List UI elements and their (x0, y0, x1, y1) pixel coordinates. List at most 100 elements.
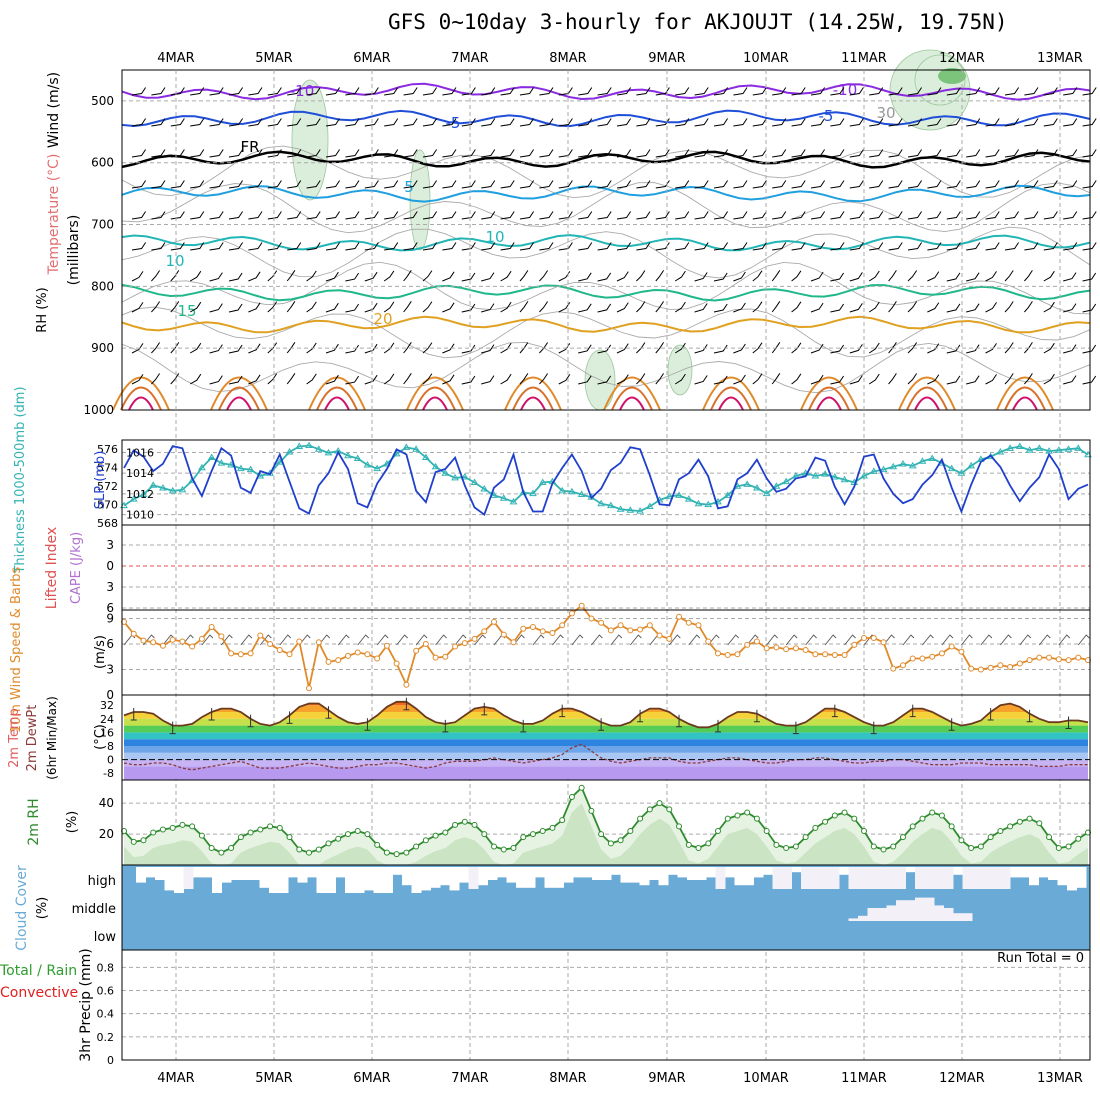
temp-series (123, 700, 1089, 729)
thickness-series-point (597, 499, 606, 507)
thickness-series-point (198, 463, 206, 471)
thickness-series-point (928, 454, 937, 461)
isotherm-line (1012, 396, 1038, 411)
wind-barb (578, 87, 593, 96)
temp-series-line (123, 700, 1089, 729)
cloud-bar (924, 867, 935, 889)
wind-speed-series-point (802, 646, 809, 653)
wind-speed-series-point (744, 641, 751, 648)
temp-tick-label: 8 (107, 740, 114, 753)
wind-barb (810, 242, 826, 251)
wind-barb (830, 87, 845, 96)
thickness-series-point (1064, 445, 1073, 452)
wind-barb (985, 211, 1000, 220)
date-label-top: 10MAR (743, 51, 789, 66)
wind-barb (927, 242, 942, 251)
cloud-bar (782, 867, 792, 889)
wind-barb (694, 180, 709, 189)
wind-barb (675, 211, 690, 220)
rh-series-point (198, 832, 205, 839)
upper-air-frame (121, 69, 1091, 411)
wind-barb (1019, 634, 1032, 646)
pressure-tick-label: 1000 (83, 403, 114, 417)
thickness-series-point (606, 501, 615, 509)
wind-barb (325, 242, 341, 251)
rh-series-point (666, 806, 673, 813)
thickness-axis-label: Thickness 1000-500mb (dm) (13, 386, 28, 574)
wind-barb (810, 374, 824, 385)
thickness-series-point (314, 445, 323, 452)
wind-barb (474, 634, 486, 646)
rh-series-point (792, 843, 799, 850)
wind-barb (655, 149, 670, 158)
wind-speed-series-point (763, 645, 770, 652)
wind-speed-series-point (831, 652, 838, 659)
wind-speed-series-point (568, 610, 575, 617)
wind-speed-series-point (228, 650, 235, 657)
date-label-bottom: 11MAR (841, 1071, 887, 1086)
wind-barb (591, 634, 603, 646)
temp-band (124, 705, 1088, 712)
wind-speed-series-point (1016, 660, 1023, 667)
cloud-bar (440, 867, 450, 886)
wind-speed-series-point (607, 627, 614, 634)
wind-barb (1004, 373, 1014, 385)
cloud-bar (839, 867, 849, 875)
isotherm-line (324, 396, 350, 411)
rh-series-point (1046, 834, 1053, 841)
wind-barb (170, 242, 185, 251)
wind-speed-series-point (968, 665, 975, 672)
wind-barb (248, 180, 263, 189)
wind-barb (422, 373, 433, 385)
cloud-bar (364, 867, 374, 891)
wind-barb (345, 242, 360, 251)
wind-barb (345, 180, 360, 189)
wind-barb (810, 343, 824, 354)
rh-series-point (909, 823, 916, 830)
lifted-index-tick-label: 3 (106, 580, 114, 594)
wind-barb (170, 118, 185, 127)
rh-contour (938, 68, 966, 84)
isotherm-line (121, 150, 1091, 169)
wind-barb (810, 271, 824, 282)
isotherm-line (898, 376, 956, 411)
wind-barb (675, 242, 690, 251)
pressure-tick-label: 900 (91, 341, 114, 355)
thickness-series-point (821, 470, 829, 477)
wind-barb (209, 272, 223, 282)
contour-label: 20 (373, 310, 392, 328)
rh-series-point (276, 824, 283, 831)
wind-tick-label: 3 (106, 663, 114, 677)
cloud-bar (953, 913, 963, 921)
cloud-level-label: low (94, 930, 117, 945)
wind-barb (248, 271, 261, 282)
date-label-top: 12MAR (939, 51, 985, 66)
temp-unit-label: (°C) (93, 724, 108, 750)
slp-series (123, 445, 1089, 517)
wind-speed-series-point (1036, 654, 1043, 661)
wind-barb (1082, 149, 1097, 158)
wind-barb (325, 343, 339, 354)
cloud-bar (297, 867, 308, 883)
rh-series-point (1007, 823, 1014, 830)
wind-barb (422, 180, 438, 189)
wind-barb (364, 211, 379, 220)
wind-barb (422, 211, 438, 220)
thickness-series-point (889, 462, 898, 470)
wind-barb (500, 180, 515, 189)
thickness-series-point (412, 445, 421, 452)
rh-series-point (1036, 820, 1043, 827)
wind-barb (209, 303, 223, 313)
wind-barb (810, 180, 826, 189)
wind-axis-label: Wind (m/s) (46, 72, 62, 148)
wind-barb (713, 180, 729, 189)
rh-series-point (247, 829, 254, 836)
thickness-series-point (908, 461, 917, 469)
minmax-bar (753, 709, 760, 723)
cloud-bar (506, 867, 517, 883)
minmax-bar (442, 719, 449, 733)
rh-series-point (617, 837, 624, 844)
wind-barb (830, 180, 845, 189)
wind-barb (946, 375, 961, 385)
wind-speed-series-point (481, 628, 488, 635)
